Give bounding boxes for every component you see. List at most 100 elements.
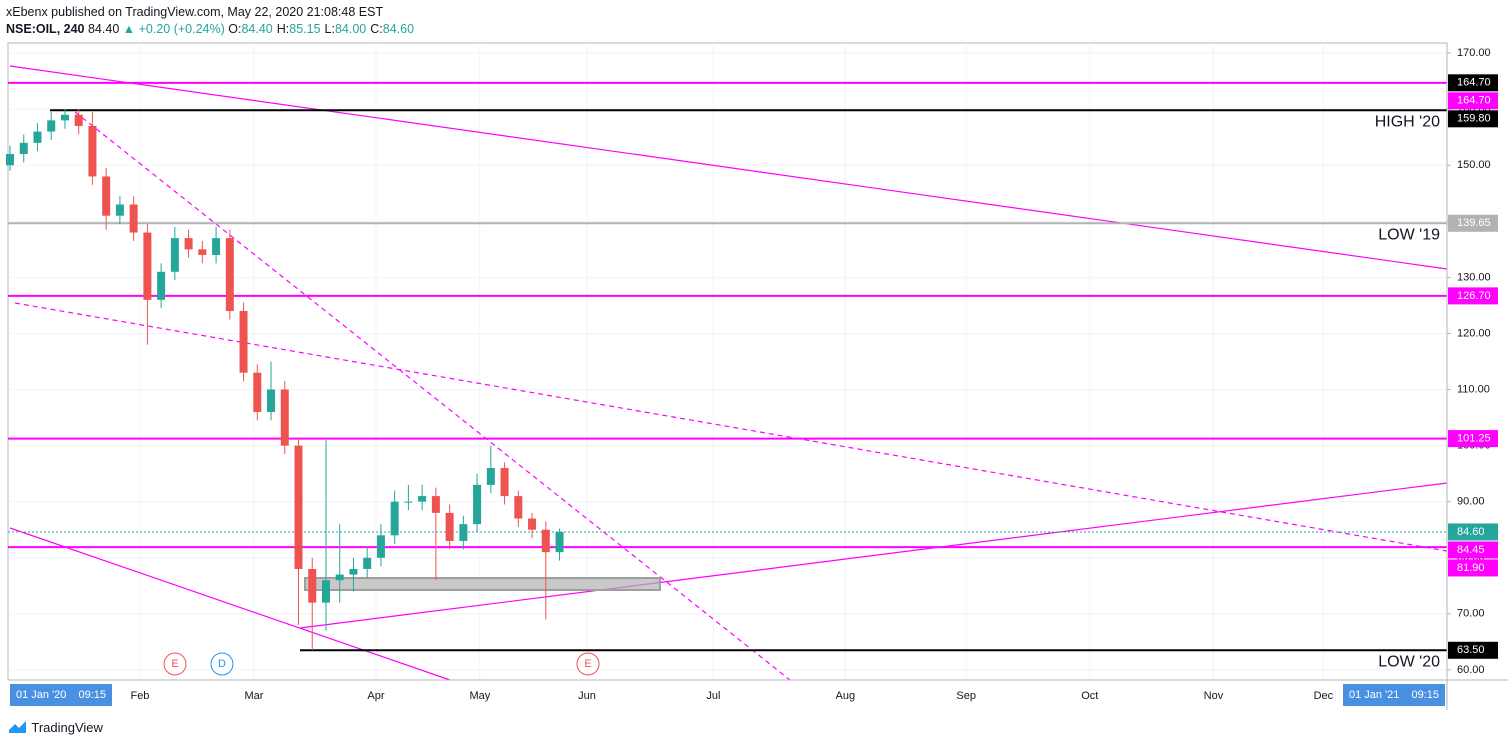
trend-line [9,65,1448,270]
range-label-date: 01 Jan '21 [1349,689,1399,701]
x-tick-label: Aug [835,690,855,702]
ohlc-key: H: [276,22,290,36]
candle-body [321,580,330,603]
candle-body [459,524,468,541]
x-tick-label: Nov [1204,690,1224,702]
event-marker [576,652,600,676]
candle-body [404,501,413,503]
price-label-box [1448,559,1498,577]
x-tick-label: Sep [956,690,976,702]
candle-body [253,372,262,412]
candle-body [541,529,550,553]
range-label-date: 01 Jan '20 [16,689,66,701]
candle-body [88,125,97,177]
price-label-box [1448,110,1498,128]
range-label-time: 09:15 [78,689,106,701]
footer: TradingView [8,720,103,735]
price-label: 139.65 [1457,217,1491,229]
candle-body [33,131,42,143]
x-tick-label: Apr [367,690,384,702]
x-tick-label: Feb [130,690,149,702]
price-label-box [1448,641,1498,659]
price-label-box [1448,214,1498,232]
candle-body [6,154,14,166]
candle-body [198,249,207,255]
x-tick-label: Jul [706,690,720,702]
header: xEbenx published on TradingView.com, May… [6,4,418,38]
change: +0.20 (+0.24%) [138,22,225,36]
candle-body [239,311,248,373]
event-label: E [584,658,591,670]
price-label-box [1448,287,1498,305]
event-label: D [218,658,226,670]
range-label-time: 09:15 [1411,689,1439,701]
price-label: 126.70 [1457,290,1491,302]
arrow: ▲ [122,22,136,36]
plot-frame [7,42,1448,681]
candle-body [376,535,385,558]
candle-body [418,496,427,502]
ohlc-value: 84.60 [382,22,415,36]
level-text: LOW '20 [1378,653,1440,670]
price-label: 164.70 [1457,77,1491,89]
candle-body [212,238,221,255]
candle-body [157,271,166,300]
candle-body [47,120,56,132]
candle-body [555,531,564,553]
trend-line [9,527,451,681]
range-label-box [10,684,112,706]
ohlc-key: C: [370,22,383,36]
published: xEbenx published on TradingView.com, May… [6,5,384,19]
brand: TradingView [31,720,103,735]
y-tick-label: 150.00 [1457,159,1491,171]
price-label: 63.50 [1457,644,1485,656]
price-label: 101.25 [1457,433,1491,445]
y-tick-label: 170.00 [1457,47,1491,59]
y-tick-label: 70.00 [1457,608,1485,620]
y-tick-label: 110.00 [1457,383,1490,395]
ohlc-value: 84.40 [241,22,273,36]
ohlc-value: 85.15 [289,22,321,36]
candle-body [267,389,276,412]
price-label-box [1448,523,1498,541]
y-tick-label: 90.00 [1457,496,1485,508]
candle-body [294,445,303,569]
x-tick-label: Mar [245,690,264,702]
ohlc: O:84.40 H:85.15 L:84.00 C:84.60 [228,22,418,36]
candle-body [280,389,289,446]
candle-body [170,238,179,272]
price-label-box [1448,92,1498,110]
candle-body [486,468,495,485]
event-marker [210,652,234,676]
price-label-box [1448,430,1498,448]
candle-body [225,238,234,312]
candle-body [445,512,454,541]
candle-body [335,574,344,581]
x-tick-label: Dec [1314,690,1334,702]
y-tick-label: 60.00 [1457,664,1485,676]
ohlc-key: O: [228,22,242,36]
symbol-line: NSE:OIL, 240 84.40 ▲ +0.20 (+0.24%) O:84… [6,21,418,38]
ohlc-value: 84.00 [334,22,367,36]
price-label-box [1448,541,1498,559]
candle-body [102,176,111,216]
candle-body [528,518,537,530]
candle-body [184,238,193,250]
event-marker [163,652,187,676]
candle-body [363,557,372,569]
trend-line [299,482,1448,629]
ohlc-key: L: [324,22,335,36]
symbol: NSE:OIL, 240 [6,22,85,36]
level-text: HIGH '20 [1375,114,1440,131]
logo [9,721,26,733]
y-tick-label: 130.00 [1457,271,1491,283]
price-label: 81.90 [1457,562,1485,574]
candle-body [74,114,83,126]
trend-line [74,111,791,681]
candle-body [143,232,152,300]
candle-body [115,204,124,216]
candle-body [431,496,440,513]
event-label: E [171,658,178,670]
